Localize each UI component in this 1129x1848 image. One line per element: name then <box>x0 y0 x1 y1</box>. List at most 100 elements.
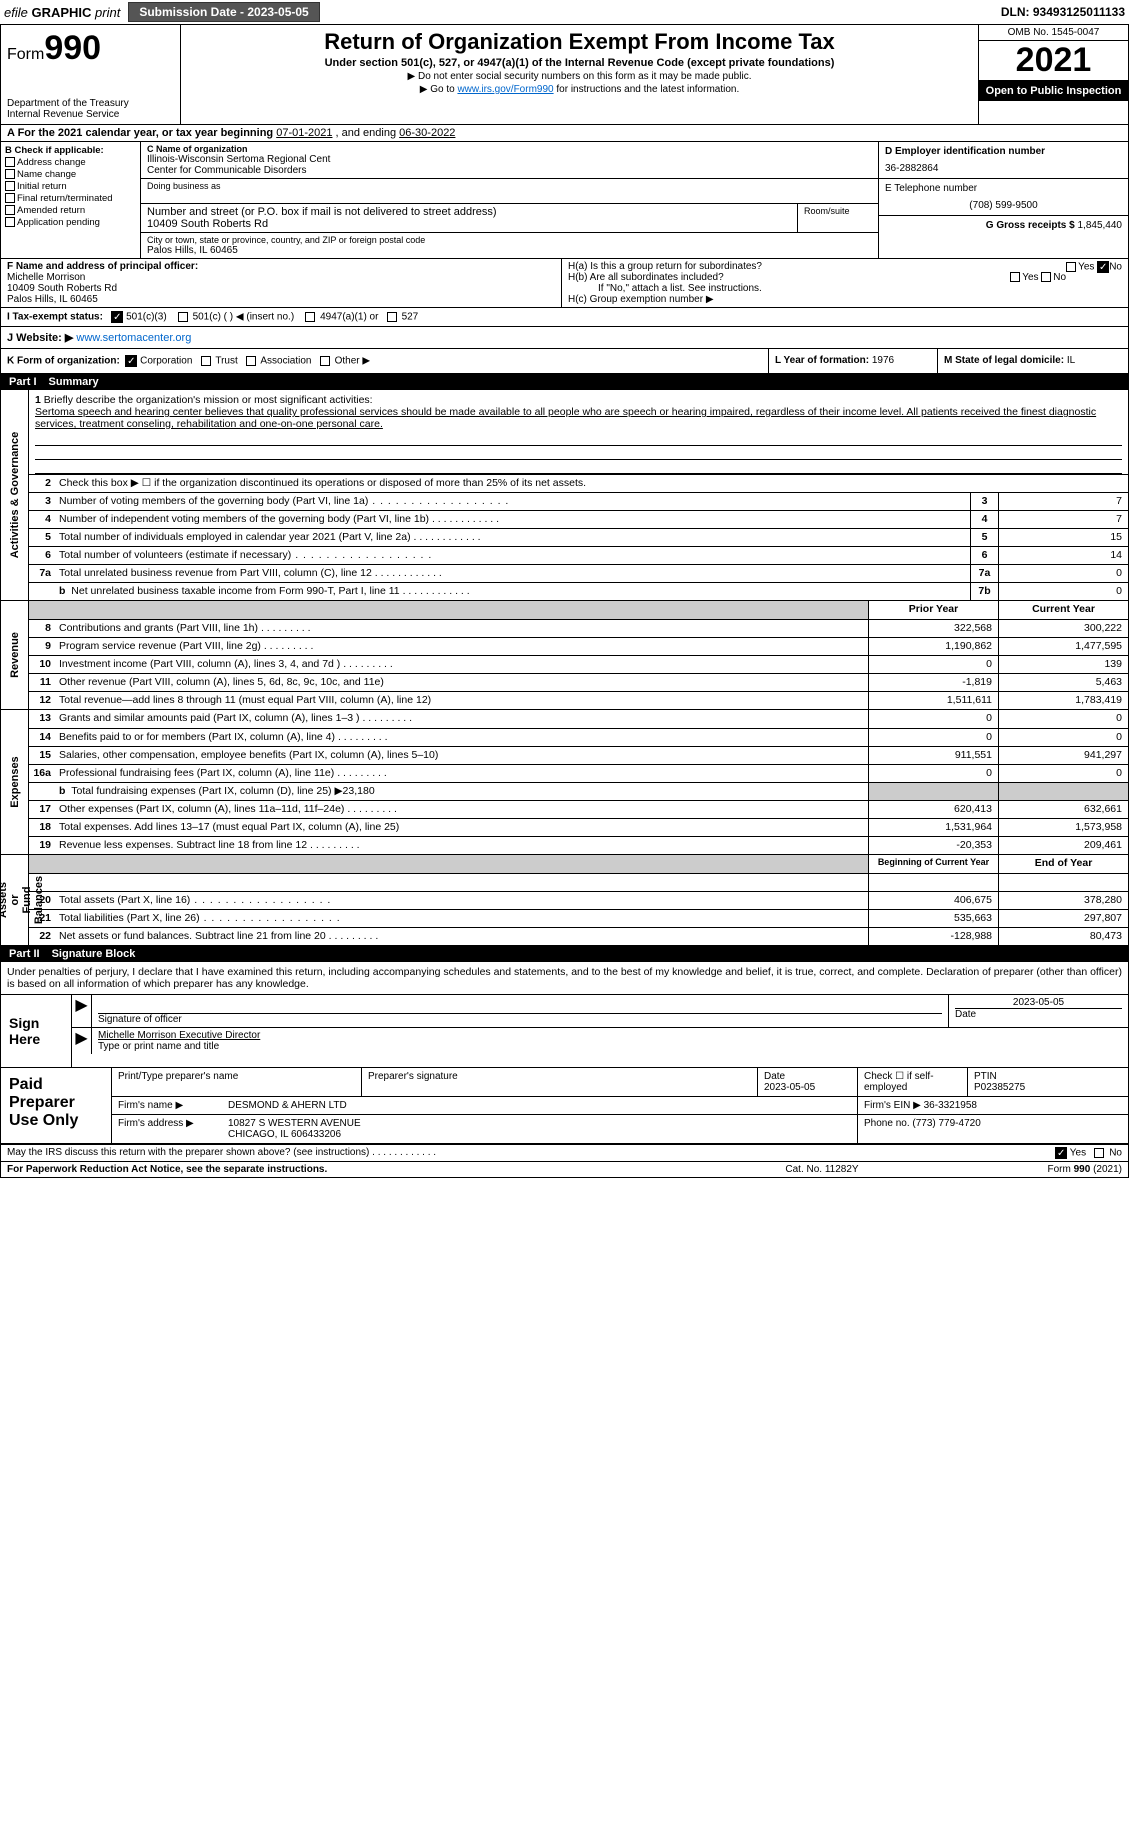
line-20-begin: 406,675 <box>868 892 998 909</box>
amended-return-checkbox[interactable] <box>5 205 15 215</box>
instructions-link[interactable]: www.irs.gov/Form990 <box>457 84 553 95</box>
mission-text: Sertoma speech and hearing center believ… <box>35 406 1096 430</box>
hb-no-checkbox[interactable] <box>1041 272 1051 282</box>
discuss-yes-checkbox[interactable]: ✓ <box>1055 1147 1067 1159</box>
line-7b-value: 0 <box>998 583 1128 600</box>
line-15-prior: 911,551 <box>868 747 998 764</box>
ha-yes-checkbox[interactable] <box>1066 262 1076 272</box>
side-expenses: Expenses <box>1 710 29 854</box>
open-to-public: Open to Public Inspection <box>979 81 1128 101</box>
line-9-prior: 1,190,862 <box>868 638 998 655</box>
address-change-checkbox[interactable] <box>5 157 15 167</box>
tax-exempt-status: I Tax-exempt status: ✓ 501(c)(3) 501(c) … <box>1 308 1128 326</box>
assoc-checkbox[interactable] <box>246 356 256 366</box>
ein-value: 36-2882864 <box>885 163 1122 174</box>
line-19-current: 209,461 <box>998 837 1128 854</box>
line-17-prior: 620,413 <box>868 801 998 818</box>
line-13-prior: 0 <box>868 710 998 728</box>
firm-ein: 36-3321958 <box>924 1100 977 1111</box>
line-10-prior: 0 <box>868 656 998 673</box>
efile-label: efile GRAPHIC print <box>4 5 120 20</box>
dln-label: DLN: 93493125011133 <box>1001 5 1125 19</box>
street-address: 10409 South Roberts Rd <box>147 218 791 230</box>
city-state-zip: Palos Hills, IL 60465 <box>147 245 872 256</box>
line-22-end: 80,473 <box>998 928 1128 945</box>
form-id-block: Form990 Department of the Treasury Inter… <box>1 25 181 124</box>
form-title: Return of Organization Exempt From Incom… <box>187 29 972 55</box>
gross-receipts: 1,845,440 <box>1078 220 1123 231</box>
corp-checkbox[interactable]: ✓ <box>125 355 137 367</box>
officer-name: Michelle Morrison <box>7 272 555 283</box>
side-net-assets: Net Assets or Fund Balances <box>1 855 29 945</box>
501c-checkbox[interactable] <box>178 312 188 322</box>
line-8-current: 300,222 <box>998 620 1128 637</box>
firm-name: DESMOND & AHERN LTD <box>222 1097 858 1114</box>
line-3-value: 7 <box>998 493 1128 510</box>
hb-yes-checkbox[interactable] <box>1010 272 1020 282</box>
tax-year: 2021 <box>979 41 1128 81</box>
line-19-prior: -20,353 <box>868 837 998 854</box>
line-16a-current: 0 <box>998 765 1128 782</box>
state-domicile: IL <box>1067 355 1075 366</box>
paid-preparer-label: Paid Preparer Use Only <box>1 1068 111 1143</box>
line-9-current: 1,477,595 <box>998 638 1128 655</box>
trust-checkbox[interactable] <box>201 356 211 366</box>
line-15-current: 941,297 <box>998 747 1128 764</box>
discuss-no-checkbox[interactable] <box>1094 1148 1104 1158</box>
form-of-org: K Form of organization: ✓ Corporation Tr… <box>1 349 768 373</box>
form-title-block: Return of Organization Exempt From Incom… <box>181 25 978 124</box>
org-name-1: Illinois-Wisconsin Sertoma Regional Cent <box>147 154 872 165</box>
other-checkbox[interactable] <box>320 356 330 366</box>
application-pending-checkbox[interactable] <box>5 217 15 227</box>
arrow-icon: ▶ <box>72 995 92 1027</box>
part-2-header: Part IISignature Block <box>1 946 1128 962</box>
line-10-current: 139 <box>998 656 1128 673</box>
501c3-checkbox[interactable]: ✓ <box>111 311 123 323</box>
line-11-prior: -1,819 <box>868 674 998 691</box>
ptin-value: P02385275 <box>974 1082 1025 1093</box>
submission-date-button[interactable]: Submission Date - 2023-05-05 <box>128 2 319 22</box>
paperwork-notice: For Paperwork Reduction Act Notice, see … <box>7 1164 722 1175</box>
line-7a-value: 0 <box>998 565 1128 582</box>
line-17-current: 632,661 <box>998 801 1128 818</box>
line-8-prior: 322,568 <box>868 620 998 637</box>
side-revenue: Revenue <box>1 601 29 709</box>
name-change-checkbox[interactable] <box>5 169 15 179</box>
ha-no-checkbox[interactable]: ✓ <box>1097 261 1109 273</box>
org-name-2: Center for Communicable Disorders <box>147 165 872 176</box>
line-21-begin: 535,663 <box>868 910 998 927</box>
527-checkbox[interactable] <box>387 312 397 322</box>
line-14-current: 0 <box>998 729 1128 746</box>
checkbox-column-b: B Check if applicable: Address change Na… <box>1 142 141 258</box>
tax-year-range: A For the 2021 calendar year, or tax yea… <box>1 125 1128 142</box>
telephone: (708) 599-9500 <box>885 200 1122 211</box>
cat-number: Cat. No. 11282Y <box>722 1164 922 1175</box>
side-activities-governance: Activities & Governance <box>1 390 29 600</box>
line-6-value: 14 <box>998 547 1128 564</box>
line-21-end: 297,807 <box>998 910 1128 927</box>
perjury-declaration: Under penalties of perjury, I declare th… <box>1 962 1128 995</box>
line-18-current: 1,573,958 <box>998 819 1128 836</box>
part-1-header: Part ISummary <box>1 374 1128 390</box>
4947-checkbox[interactable] <box>305 312 315 322</box>
line-14-prior: 0 <box>868 729 998 746</box>
sig-date-value: 2023-05-05 <box>955 997 1122 1008</box>
preparer-date: 2023-05-05 <box>764 1082 815 1093</box>
year-formation: 1976 <box>872 355 894 366</box>
firm-address-1: 10827 S WESTERN AVENUE <box>228 1118 851 1129</box>
line-5-value: 15 <box>998 529 1128 546</box>
line-20-end: 378,280 <box>998 892 1128 909</box>
officer-name-title: Michelle Morrison Executive Director <box>98 1030 1122 1041</box>
form-footer-label: Form 990 (2021) <box>922 1164 1122 1175</box>
line-12-prior: 1,511,611 <box>868 692 998 709</box>
website-link[interactable]: www.sertomacenter.org <box>76 332 191 344</box>
line-22-begin: -128,988 <box>868 928 998 945</box>
initial-return-checkbox[interactable] <box>5 181 15 191</box>
line-12-current: 1,783,419 <box>998 692 1128 709</box>
sign-here-label: Sign Here <box>1 995 71 1067</box>
final-return-checkbox[interactable] <box>5 193 15 203</box>
line-4-value: 7 <box>998 511 1128 528</box>
line-18-prior: 1,531,964 <box>868 819 998 836</box>
omb-number: OMB No. 1545-0047 <box>979 25 1128 41</box>
arrow-icon: ▶ <box>72 1028 92 1054</box>
